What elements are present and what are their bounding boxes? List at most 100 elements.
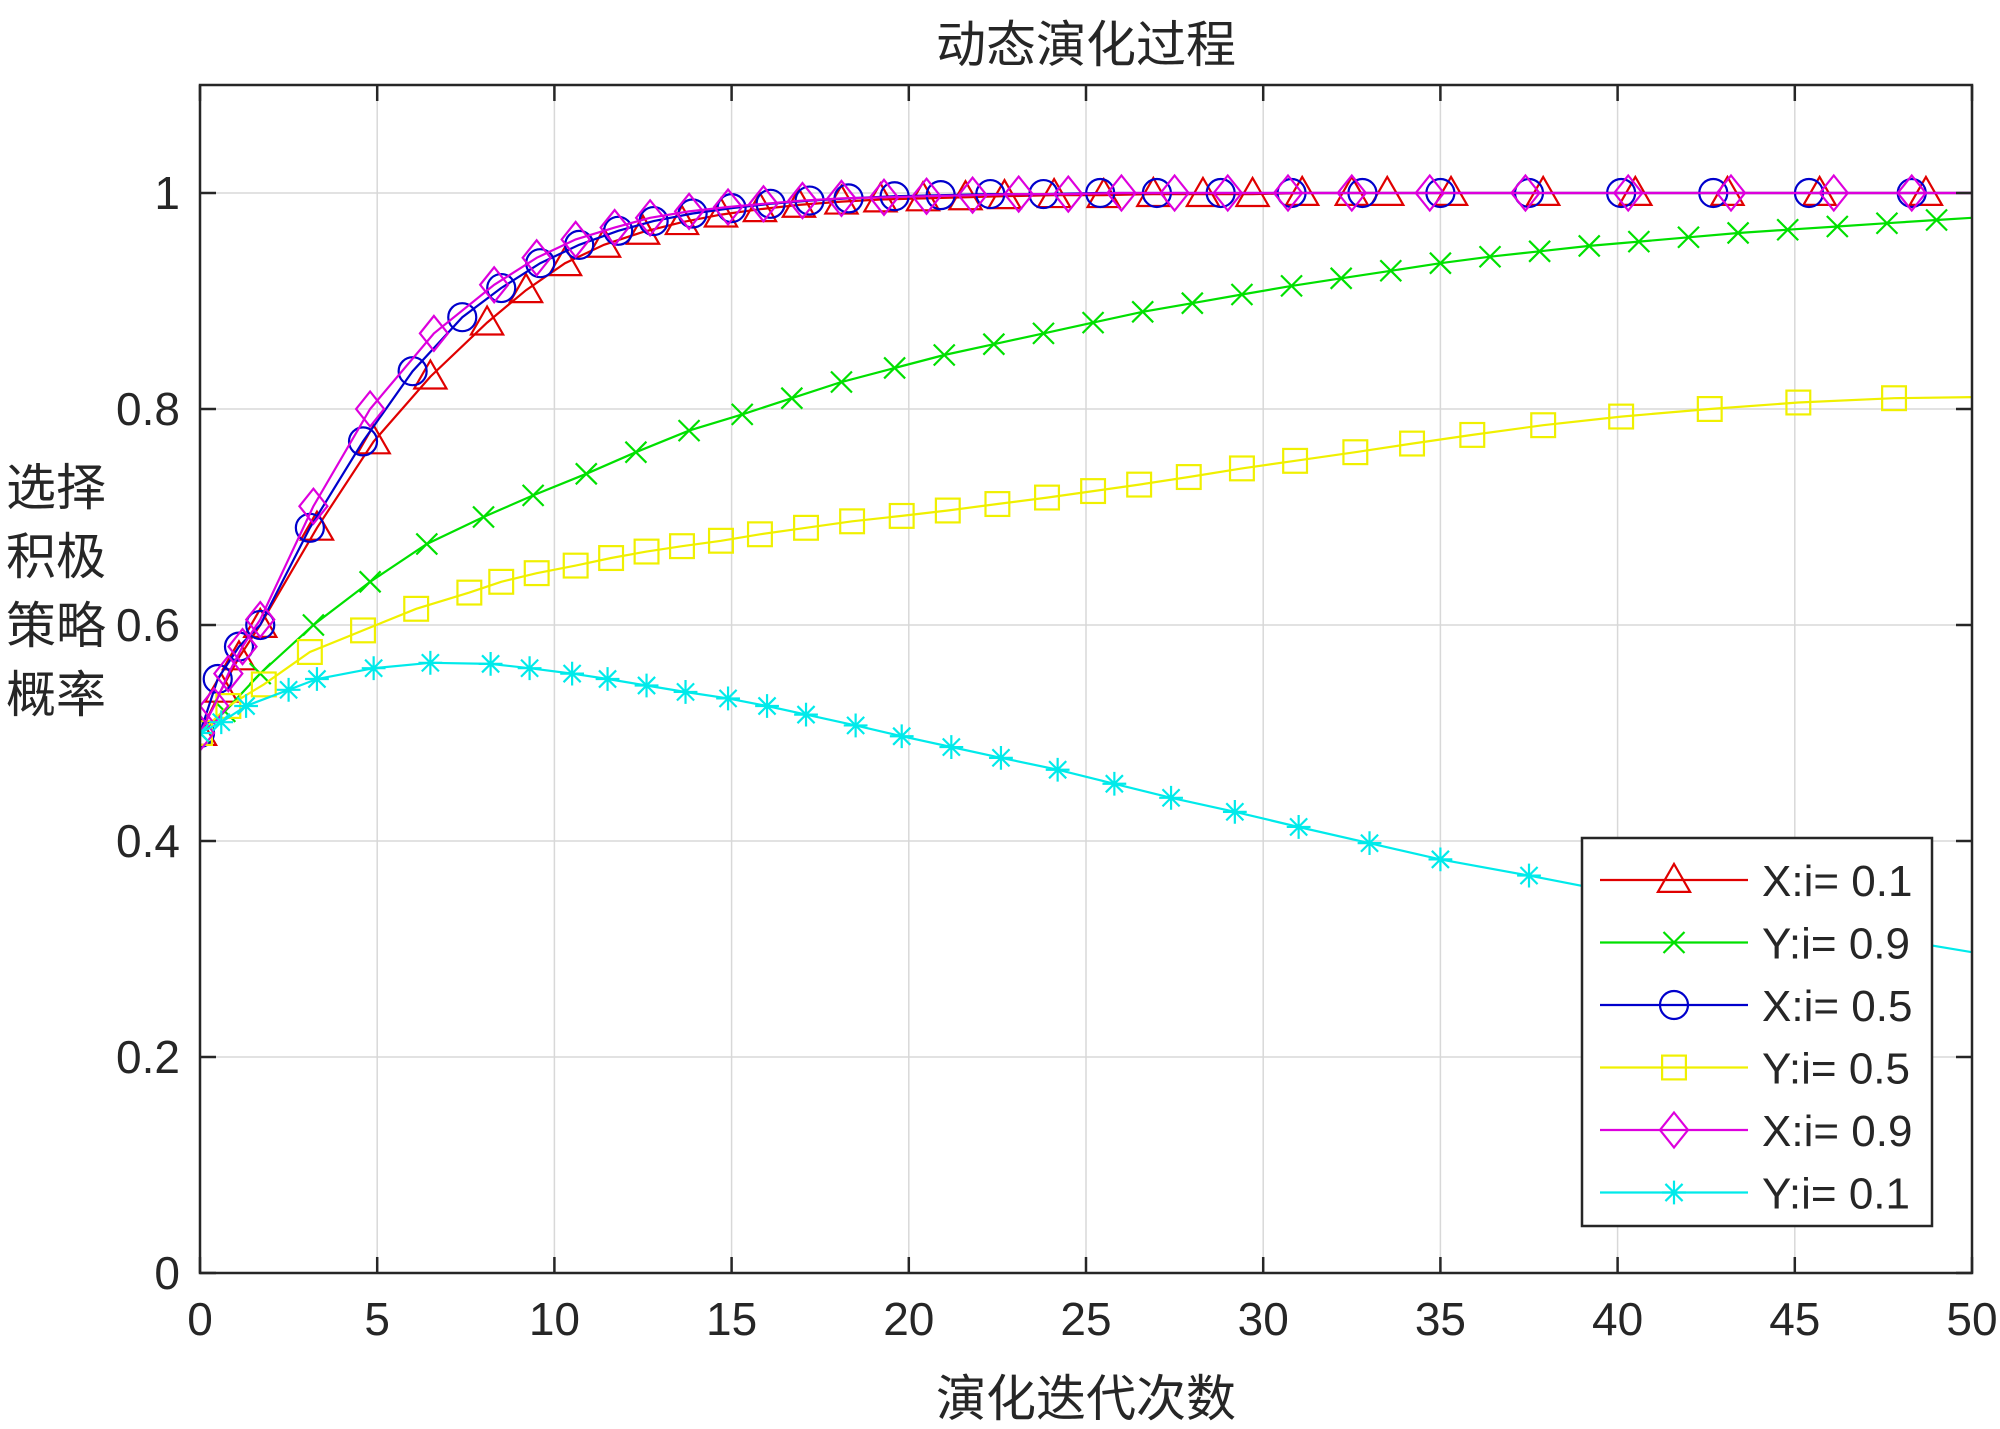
y-tick-label: 0 [154, 1247, 180, 1299]
series-point-marker [1175, 464, 1202, 491]
series-point-marker [1826, 215, 1849, 238]
series-point-marker [1286, 815, 1311, 839]
y-tick-label: 0.2 [116, 1031, 180, 1083]
y-axis-label-line: 积极 [6, 528, 106, 586]
series-point-marker [1776, 218, 1799, 241]
legend-marker [1662, 931, 1686, 954]
x-tick-label: 0 [187, 1293, 213, 1345]
series-diamond [200, 173, 1972, 753]
series-point-marker [746, 521, 773, 548]
series-point-marker [1801, 174, 1838, 206]
series-point-marker [1696, 396, 1723, 423]
series-point-marker [1222, 799, 1247, 824]
y-tick-label: 0.4 [116, 815, 180, 867]
x-tick-label: 40 [1592, 1293, 1643, 1345]
series-point-marker [1336, 173, 1368, 213]
series-point-marker [478, 651, 503, 676]
series-point-marker [521, 484, 545, 507]
series-point-marker [523, 560, 550, 587]
series-point-marker [1785, 389, 1812, 416]
series-point-marker [418, 650, 443, 675]
series-point-marker [508, 271, 545, 304]
axis-tick-labels: 0 5 10 15 20 25 30 35 40 45 50 0 0.2 0.4 0.6 0.8 1 [116, 167, 1998, 1345]
y-tick-label: 1 [154, 167, 180, 219]
series-point-marker [634, 198, 666, 238]
legend-label: Y:i= 0.9 [1762, 920, 1910, 969]
series-point-marker [1081, 311, 1105, 334]
series-point-marker [305, 667, 329, 691]
y-axis-label-line: 概率 [6, 666, 106, 724]
series-x [200, 208, 1972, 745]
x-tick-label: 30 [1238, 1293, 1289, 1345]
series-point-marker [883, 356, 906, 380]
x-tick-label: 50 [1946, 1293, 1997, 1345]
series-point-marker [1280, 274, 1303, 298]
series-point-marker [517, 656, 542, 681]
series-point-marker [1429, 251, 1452, 275]
series-point-marker [350, 617, 377, 644]
series-point-marker [1230, 283, 1254, 306]
series-point-marker [984, 491, 1011, 518]
series-point-marker [888, 502, 915, 529]
series-point-marker [826, 179, 857, 218]
series-point-marker [1003, 174, 1035, 214]
y-tick-label: 0.8 [116, 383, 180, 435]
legend-entry: Y:i= 0.9 [1600, 920, 1910, 969]
series-point-marker [830, 370, 853, 394]
series-point-marker [403, 595, 430, 622]
y-axis-label-line: 策略 [6, 597, 106, 655]
series-point-marker [297, 486, 329, 526]
legend-box [1580, 836, 1934, 1228]
x-tick-label: 20 [883, 1293, 934, 1345]
legend-entry: Y:i= 0.5 [1600, 1045, 1910, 1094]
series-point-marker [716, 686, 740, 711]
series-point-marker [1818, 173, 1850, 213]
series-point-marker [1282, 447, 1309, 474]
series-point-marker [989, 745, 1013, 770]
x-tick-label: 15 [706, 1293, 757, 1345]
series-point-marker [1369, 174, 1406, 206]
series-point-marker [234, 694, 258, 718]
series-point-marker [1272, 173, 1304, 213]
series-point-marker [575, 462, 598, 486]
series-point-marker [780, 386, 804, 410]
y-tick-label: 0.6 [116, 599, 180, 651]
series-point-marker [245, 609, 276, 641]
series-point-marker [663, 203, 700, 236]
series-point-marker [244, 600, 276, 639]
series-point-marker [1528, 240, 1551, 263]
series-point-marker [212, 654, 244, 693]
series-point-marker [633, 538, 660, 565]
legend[interactable]: X:i= 0.1 Y:i= 0.9 X:i= 0.5 Y:i= 0.5 X:i= 0.9… [1580, 836, 1934, 1228]
series-point-marker [624, 213, 662, 245]
series-point-marker [1159, 173, 1191, 213]
series-point-marker [1925, 208, 1948, 232]
series-point-marker [200, 714, 219, 747]
series-point-marker [595, 667, 620, 691]
series-point-marker [1577, 234, 1601, 258]
series-point-marker [934, 497, 961, 524]
series-point-marker [911, 176, 942, 216]
series-point-marker [361, 656, 386, 681]
series-point-marker [1228, 455, 1255, 482]
series-point-marker [634, 673, 659, 698]
series-point-marker [478, 265, 510, 305]
legend-marker [1658, 1110, 1690, 1150]
series-point-marker [347, 426, 379, 457]
series-point-marker [889, 724, 914, 749]
x-tick-label: 45 [1769, 1293, 1820, 1345]
series-point-marker [793, 514, 820, 541]
series-point-marker [939, 735, 964, 759]
y-axis-label: 选择 积极 策略 概率 [6, 459, 106, 724]
series-point-marker [1159, 785, 1183, 810]
series-point-marker [702, 196, 739, 228]
series-point-marker [521, 238, 553, 278]
legend-label: X:i= 0.9 [1762, 1107, 1912, 1156]
series-point-marker [1896, 173, 1928, 213]
series-point-marker [1131, 300, 1154, 324]
series-point-marker [1126, 471, 1153, 498]
series-point-marker [227, 627, 258, 666]
legend-entry: X:i= 0.5 [1600, 982, 1912, 1031]
x-tick-label: 10 [529, 1293, 580, 1345]
